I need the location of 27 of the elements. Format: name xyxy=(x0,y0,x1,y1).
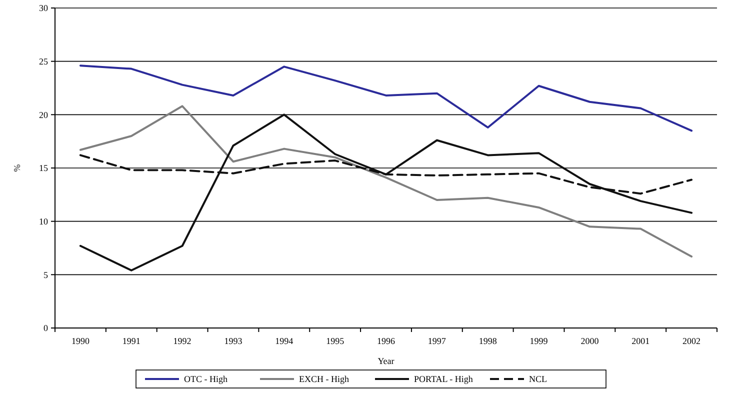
line-series xyxy=(79,64,693,132)
x-tick-label: 1995 xyxy=(326,336,345,346)
x-tick-label: 2000 xyxy=(580,336,600,346)
x-axis-title: Year xyxy=(378,356,394,366)
legend-label: EXCH - High xyxy=(299,374,350,384)
y-tick-label: 25 xyxy=(39,56,48,66)
x-tick-label: 1998 xyxy=(478,336,498,346)
x-tick-label: 1993 xyxy=(224,336,243,346)
y-tick-label: 20 xyxy=(39,110,48,120)
x-tick-label: 1992 xyxy=(173,336,192,346)
legend-label: NCL xyxy=(529,374,547,384)
x-tick-label: 1999 xyxy=(530,336,548,346)
x-tick-label: 1997 xyxy=(428,336,446,346)
x-tick-label: 1996 xyxy=(377,336,396,346)
y-axis-title: % xyxy=(12,164,22,172)
x-tick-label: 1994 xyxy=(275,336,294,346)
y-tick-label: 5 xyxy=(44,270,48,280)
y-tick-label: 10 xyxy=(39,216,48,226)
x-tick-label: 2001 xyxy=(632,336,650,346)
y-tick-label: 30 xyxy=(39,3,48,14)
y-tick-label: 0 xyxy=(44,323,48,334)
legend-label: PORTAL - High xyxy=(414,374,474,384)
x-tick-label: 1991 xyxy=(122,336,140,346)
legend-label: OTC - High xyxy=(184,374,228,384)
y-tick-label: 15 xyxy=(39,163,48,174)
x-tick-label: 1990 xyxy=(71,336,90,346)
x-tick-label: 2002 xyxy=(682,336,701,346)
